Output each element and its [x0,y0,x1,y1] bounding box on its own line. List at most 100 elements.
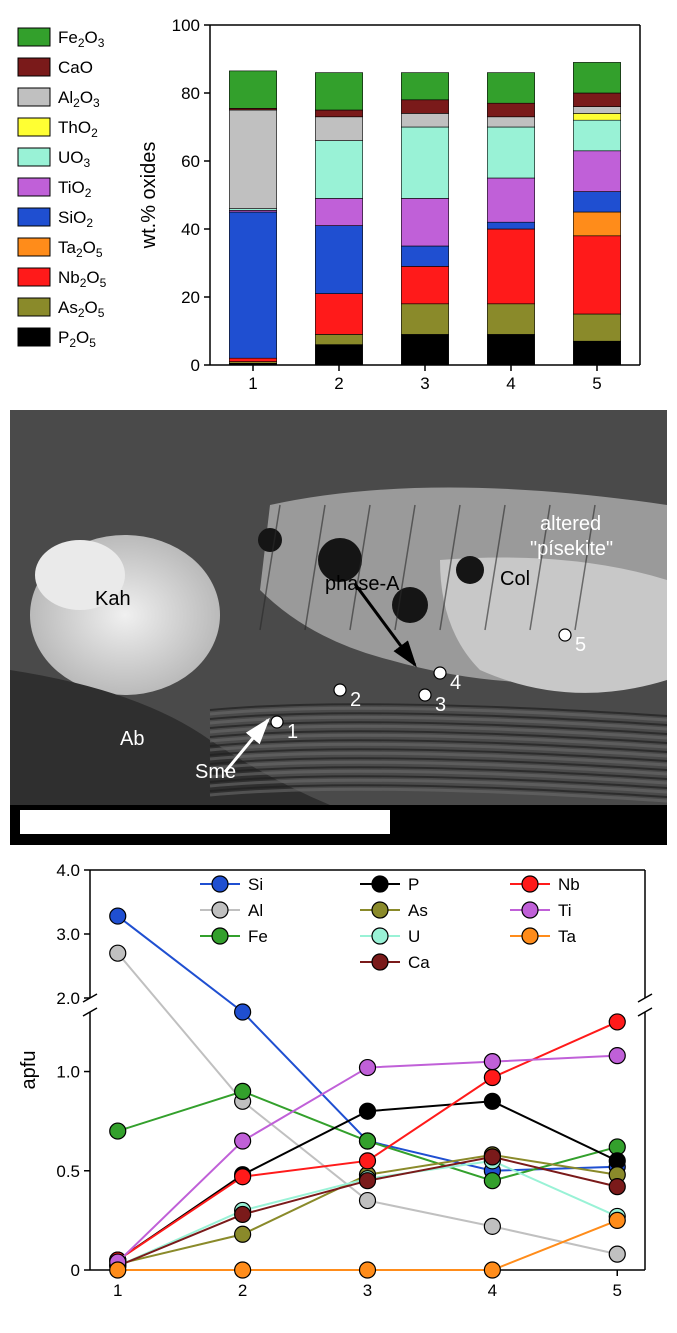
analysis-point-3 [419,689,431,701]
svg-text:wt.% oxides: wt.% oxides [138,142,160,250]
analysis-point-2 [334,684,346,696]
legend-marker-Ta [522,928,538,944]
bar-chart-svg: 020406080100wt.% oxides12345Fe2O3CaOAl2O… [10,10,667,400]
marker-Nb [484,1069,500,1085]
marker-Ca [484,1149,500,1165]
marker-Al [609,1246,625,1262]
legend-marker-P [372,876,388,892]
bar-seg-TiO2 [487,178,534,222]
legend-marker-As [372,902,388,918]
sem-label: phase-A [325,573,400,595]
bar-seg-As2O5 [401,304,448,335]
analysis-point-label: 1 [287,721,298,743]
bar-seg-Nb2O5 [315,294,362,335]
bar-seg-Fe2O3 [315,73,362,110]
svg-text:3: 3 [420,374,429,393]
marker-Ca [235,1206,251,1222]
svg-text:0: 0 [71,1261,80,1280]
legend-swatch-As2O5 [18,298,50,316]
svg-text:0.5: 0.5 [56,1162,80,1181]
bar-seg-Fe2O3 [487,73,534,104]
marker-Al [110,945,126,961]
marker-Ti [609,1048,625,1064]
bar-seg-P2O5 [487,334,534,365]
bar-seg-UO3 [401,127,448,198]
legend-marker-Nb [522,876,538,892]
analysis-point-label: 3 [435,694,446,716]
marker-Fe [110,1123,126,1139]
analysis-point-4 [434,667,446,679]
marker-Al [360,1193,376,1209]
legend-marker-Fe [212,928,228,944]
bar-seg-P2O5 [573,341,620,365]
svg-text:apfu: apfu [18,1051,40,1090]
bar-seg-TiO2 [315,198,362,225]
bar-seg-Ta2O5 [573,212,620,236]
bar-seg-UO3 [487,127,534,178]
marker-Ta [360,1262,376,1278]
svg-text:2.0: 2.0 [56,989,80,1008]
bar-seg-SiO2 [401,246,448,266]
sem-label: Col [500,568,530,590]
legend-marker-Ca [372,954,388,970]
bar-seg-P2O5 [401,334,448,365]
marker-P [484,1093,500,1109]
bar-seg-CaO [487,103,534,117]
legend-label-U: U [408,927,420,946]
scale-bar [20,810,390,834]
stacked-bar-chart: 020406080100wt.% oxides12345Fe2O3CaOAl2O… [10,10,667,400]
marker-Ca [360,1173,376,1189]
svg-text:4: 4 [488,1281,497,1300]
analysis-point-5 [559,629,571,641]
bar-seg-CaO [401,100,448,114]
sem-label: Ab [120,728,144,750]
sem-svg: KahAbSmephase-AColaltered"písekite"12345 [10,410,667,845]
marker-Ti [360,1060,376,1076]
marker-Ca [609,1179,625,1195]
bar-seg-P2O5 [315,345,362,365]
bar-seg-CaO [315,110,362,117]
sem-label: Kah [95,588,131,610]
svg-text:20: 20 [181,288,200,307]
bar-seg-Fe2O3 [573,62,620,93]
marker-Fe [235,1083,251,1099]
legend-label-Ta: Ta [558,927,577,946]
bar-seg-SiO2 [487,222,534,229]
legend-swatch-CaO [18,58,50,76]
svg-text:2: 2 [334,374,343,393]
bar-seg-Nb2O5 [229,358,276,361]
analysis-point-label: 4 [450,672,461,694]
legend-label-As: As [408,901,428,920]
bar-seg-As2O5 [315,334,362,344]
legend-marker-Ti [522,902,538,918]
bar-seg-Al2O3 [229,110,276,209]
svg-text:1.0: 1.0 [56,1063,80,1082]
bar-seg-As2O5 [573,314,620,341]
legend-label-Si: Si [248,875,263,894]
svg-text:1: 1 [248,374,257,393]
legend-marker-U [372,928,388,944]
svg-text:2: 2 [238,1281,247,1300]
bar-seg-Nb2O5 [487,229,534,304]
marker-Al [484,1218,500,1234]
marker-Ta [235,1262,251,1278]
legend-swatch-ThO2 [18,118,50,136]
legend-label-Fe: Fe [248,927,268,946]
svg-text:100: 100 [172,16,200,35]
marker-Ta [609,1212,625,1228]
marker-Nb [235,1169,251,1185]
sem-micrograph-panel: KahAbSmephase-AColaltered"písekite"12345 [10,410,667,845]
apfu-line-chart: 2.03.04.000.51.0apfu12345SiAlFePAsUCaNbT… [10,855,667,1310]
marker-Ti [484,1054,500,1070]
bar-seg-Al2O3 [315,117,362,141]
bar-seg-Nb2O5 [401,266,448,303]
bar-seg-SiO2 [315,226,362,294]
marker-Si [110,908,126,924]
marker-Nb [360,1153,376,1169]
svg-text:1: 1 [113,1281,122,1300]
bar-seg-TiO2 [401,198,448,246]
svg-text:3: 3 [363,1281,372,1300]
bar-seg-Al2O3 [401,113,448,127]
marker-P [360,1103,376,1119]
analysis-point-label: 2 [350,689,361,711]
